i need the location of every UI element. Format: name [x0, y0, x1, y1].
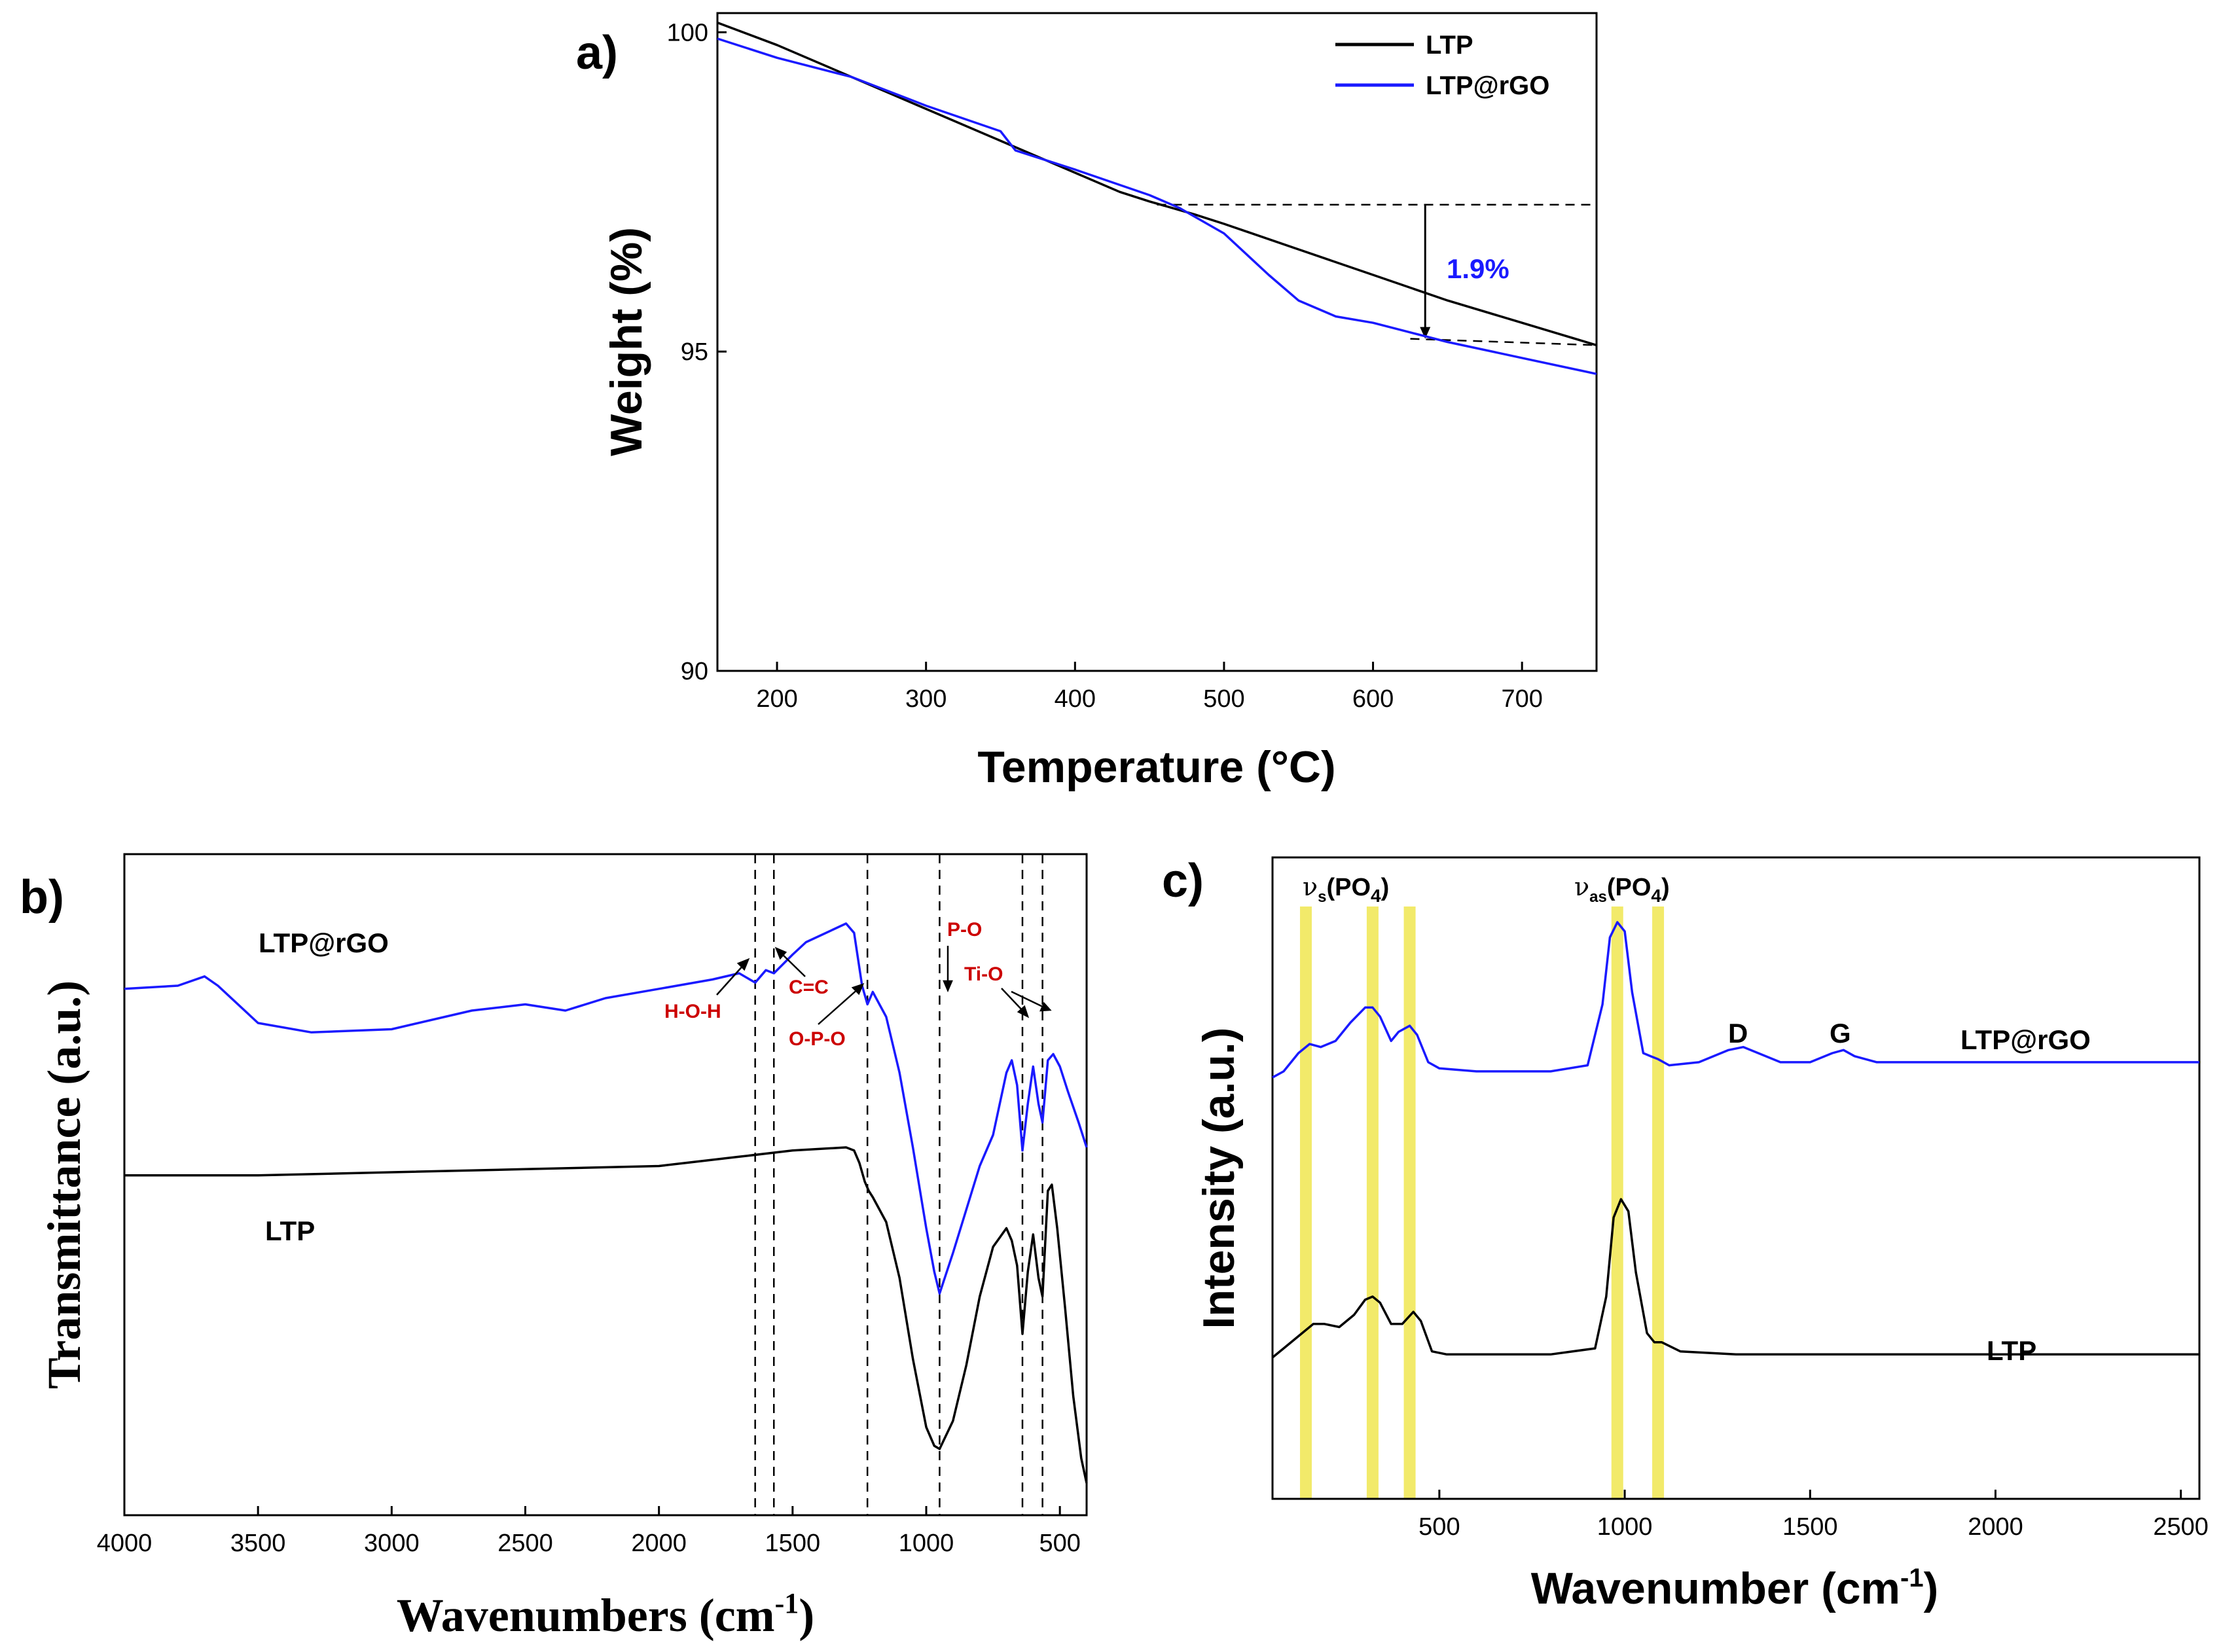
highlight-band: [1652, 907, 1665, 1499]
panel-c-xtick-label: 1500: [1782, 1513, 1838, 1541]
series-label-ltp: LTP: [265, 1215, 315, 1246]
panel-a-xtick-label: 200: [756, 685, 797, 713]
arrowhead-p-o: [943, 980, 953, 993]
panel-a-ytick-label: 95: [681, 338, 708, 366]
panel-a-xtick-label: 400: [1055, 685, 1096, 713]
arrow-o-p-o: [818, 988, 859, 1025]
panel-c-label: c): [1162, 855, 1204, 907]
panel-b-ticks: 4000 3500 3000 2500 2000 1500 1000 500: [97, 1506, 1081, 1557]
series-label-ltp-c: LTP: [1987, 1335, 2036, 1366]
panel-c-plot-frame: [1271, 856, 2201, 1500]
panel-b-annotations: H-O-H C=C O-P-O P-O Ti-O: [664, 919, 1052, 1050]
legend-ltp: LTP: [1426, 31, 1473, 60]
panel-b-plot-frame: [123, 853, 1088, 1517]
panel-c-ylabel: Intensity (a.u.): [1194, 1028, 1244, 1329]
arrowhead-ti-o-2: [1039, 1001, 1052, 1012]
panel-b-xtick-label: 1000: [899, 1530, 954, 1557]
band-label-vas-po4: νas(PO4): [1574, 872, 1670, 906]
series-label-ltp-rgo: LTP@rGO: [259, 927, 389, 958]
annotation-o-p-o: O-P-O: [789, 1028, 846, 1050]
panel-c-xlabel: Wavenumber (cm-1): [1531, 1564, 1939, 1613]
panel-b-xtick-label: 3000: [364, 1530, 420, 1557]
panel-c-xtick-label: 2000: [1968, 1513, 2023, 1541]
arrow-ti-o-2: [1011, 990, 1046, 1009]
legend-ltp-rgo: LTP@rGO: [1426, 71, 1549, 100]
annotation-ti-o: Ti-O: [964, 963, 1003, 985]
weight-loss-label: 1.9%: [1447, 253, 1509, 284]
panel-b-series: [124, 922, 1088, 1484]
arrowhead-o-p-o: [851, 982, 865, 996]
panel-b-ylabel: Transmittance (a.u.): [38, 980, 90, 1390]
panel-a-ytick-label: 90: [681, 658, 708, 685]
panel-b-xtick-label: 4000: [97, 1530, 153, 1557]
panel-b-xlabel: Wavenumbers (cm-1): [397, 1587, 815, 1642]
panel-c-ticks: 500 1000 1500 2000 2500: [1418, 1490, 2209, 1541]
panel-c-xtick-label: 1000: [1597, 1513, 1653, 1541]
arrow-h-o-h: [716, 963, 746, 996]
panel-a-legend: LTP LTP@rGO: [1335, 31, 1549, 100]
panel-b-xtick-label: 3500: [230, 1530, 286, 1557]
band-label-vs-po4: νs(PO4): [1303, 872, 1389, 906]
panel-c-highlight-bands: [1299, 907, 1665, 1499]
panel-b-xtick-label: 500: [1039, 1530, 1080, 1557]
panel-a-series: [717, 21, 1597, 376]
panel-b-ftir: b) 4000 3500 3000 2500 2000 1500 1000 500 LTP@r…: [20, 853, 1088, 1642]
panel-a-xtick-label: 700: [1501, 685, 1542, 713]
panel-c-raman: c) 500 1000 1500 2000 2500 νs(PO4) νas(PO4) …: [1162, 855, 2209, 1613]
panel-a-tga: a) 200 300 400 500 600 700 90 95 100 1.9% LTP LT…: [576, 12, 1598, 792]
raman-line-ltp: [1271, 1198, 2199, 1359]
arrow-ti-o-1: [1001, 988, 1025, 1013]
panel-a-dashed-guides: [1157, 204, 1597, 346]
ftir-line-ltp-rgo: [124, 922, 1088, 1295]
panel-a-ylabel: Weight (%): [602, 227, 651, 456]
panel-a-xtick-label: 500: [1203, 685, 1244, 713]
panel-a-ytick-label: 100: [667, 19, 708, 46]
panel-c-xtick-label: 2500: [2153, 1513, 2209, 1541]
panel-a-xlabel: Temperature (°C): [977, 742, 1335, 792]
panel-a-ticks: 200 300 400 500 600 700 90 95 100: [667, 19, 1543, 713]
arrowhead-h-o-h: [736, 958, 750, 971]
panel-a-label: a): [576, 27, 618, 79]
annotation-p-o: P-O: [947, 919, 982, 941]
arrowhead-c-c: [774, 946, 787, 960]
panel-a-plot-frame: [716, 12, 1598, 672]
ftir-line-ltp: [124, 1146, 1088, 1484]
panel-b-reference-lines: [754, 854, 1043, 1515]
series-line-ltp-rgo: [717, 37, 1597, 376]
panel-b-xtick-label: 2500: [497, 1530, 553, 1557]
panel-a-xtick-label: 600: [1352, 685, 1394, 713]
weight-loss-arrowhead: [1420, 327, 1431, 339]
arrowhead-ti-o-1: [1017, 1005, 1030, 1018]
panel-b-label: b): [20, 871, 64, 924]
annotation-h-o-h: H-O-H: [664, 1001, 721, 1022]
highlight-band: [1611, 907, 1623, 1499]
panel-a-xtick-label: 300: [905, 685, 947, 713]
highlight-band: [1299, 907, 1312, 1499]
raman-line-ltp-rgo: [1272, 921, 2199, 1079]
panel-a-annotation: 1.9%: [1447, 253, 1509, 284]
peak-label-d: D: [1728, 1018, 1748, 1049]
series-label-ltp-rgo-c: LTP@rGO: [1960, 1024, 2091, 1055]
annotation-c-c: C=C: [789, 977, 829, 998]
arrow-c-c: [780, 952, 806, 977]
panel-b-xtick-label: 1500: [765, 1530, 821, 1557]
peak-label-g: G: [1830, 1018, 1851, 1049]
panel-c-series: [1271, 921, 2199, 1359]
panel-b-xtick-label: 2000: [631, 1530, 687, 1557]
panel-c-xtick-label: 500: [1418, 1513, 1460, 1541]
highlight-band: [1366, 907, 1379, 1499]
highlight-band: [1403, 907, 1416, 1499]
